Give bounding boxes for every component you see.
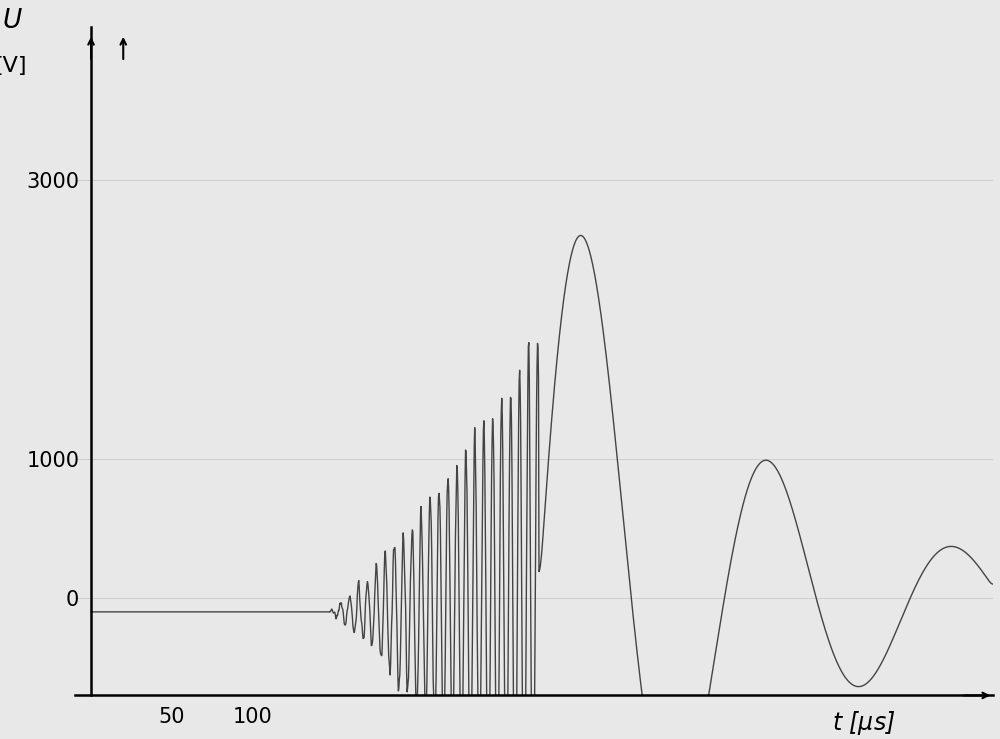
Text: U: U	[2, 8, 22, 34]
Text: [V]: [V]	[0, 55, 27, 76]
Text: $t$ [μs]: $t$ [μs]	[832, 709, 896, 738]
